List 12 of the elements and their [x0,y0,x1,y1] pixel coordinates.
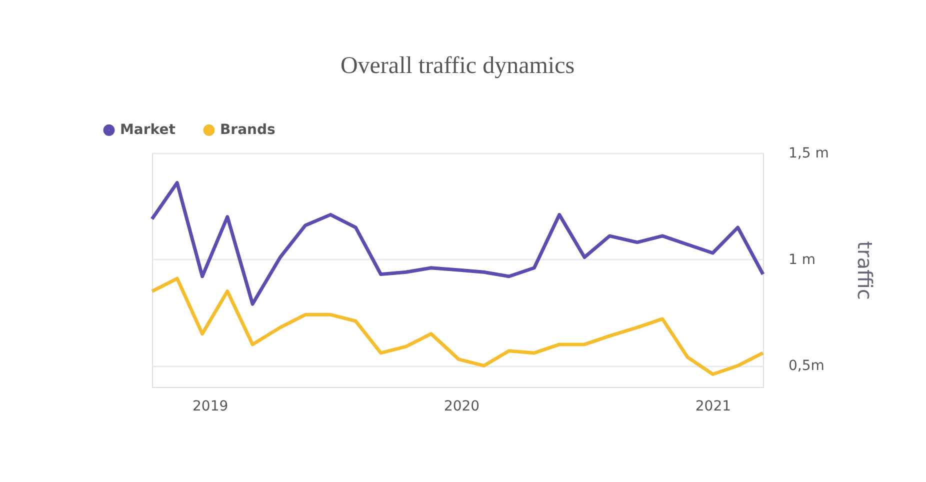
x-tick-label: 2019 [192,398,228,414]
line-series [150,181,765,306]
legend-label: Market [120,122,176,138]
y-axis-title: traffic [852,241,877,300]
legend-label: Brands [220,122,276,138]
x-tick-label: 2020 [444,398,480,414]
y-tick-label: 1,5 m [788,146,829,162]
chart-title: Overall traffic dynamics [340,53,575,79]
line-series [150,276,765,376]
y-tick-label: 1 m [788,252,816,268]
x-tick-label: 2021 [695,398,732,414]
y-tick-label: 0,5m [788,358,824,374]
